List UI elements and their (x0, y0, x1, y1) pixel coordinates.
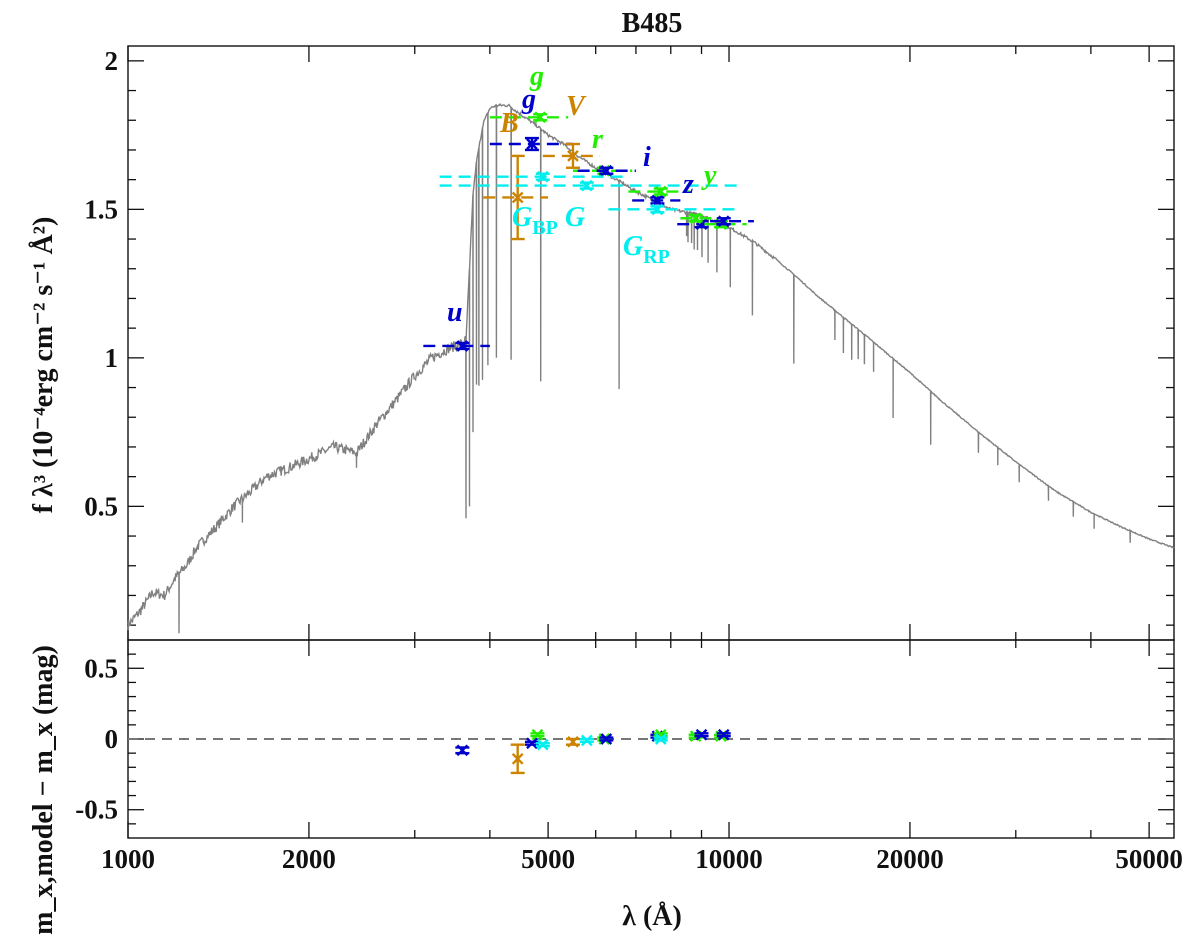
spectrum-y-tick-label: 2 (105, 46, 119, 76)
band-label: z (682, 169, 694, 200)
x-tick-label: 10000 (695, 844, 763, 874)
residual-point (511, 752, 524, 765)
spectrum-y-tick-label: 1 (105, 343, 119, 373)
residual-point (536, 738, 549, 751)
band-label: V (566, 91, 587, 122)
x-tick-label: 20000 (876, 844, 944, 874)
spectrum-y-tick-label: 0.5 (84, 491, 118, 521)
x-tick-label: 50000 (1115, 844, 1183, 874)
photometry-point (651, 203, 664, 216)
band-label: i (643, 142, 651, 173)
band-label: g (529, 61, 544, 92)
band-label: B (499, 108, 519, 139)
residual-y-tick-label: 0 (105, 724, 119, 754)
bottom-y-axis-title: m_x,model − m_x (mag) (28, 645, 59, 935)
band-label: GRP (623, 231, 670, 268)
residual-point (654, 733, 667, 745)
band-label: u (447, 297, 463, 328)
photometry-point (717, 215, 730, 228)
photometry-point (511, 191, 524, 204)
band-label: g (521, 84, 536, 115)
band-label: r (592, 124, 604, 155)
model-spectrum-line (127, 102, 1175, 634)
photometry-point (526, 138, 538, 150)
x-tick-label: 2000 (282, 844, 336, 874)
photometry-point (580, 179, 593, 192)
chart-title: B485 (622, 8, 683, 39)
photometry-point (456, 340, 469, 352)
band-label-subscript: BP (532, 217, 558, 239)
photometry-point (600, 164, 613, 177)
photometry-point (534, 111, 546, 124)
band-label-subscript: RP (643, 246, 670, 268)
residual-y-tick-label: 0.5 (84, 653, 118, 683)
residual-point (598, 733, 611, 745)
residual-point (695, 728, 708, 741)
photometry-point (689, 212, 702, 225)
x-axis-title: λ (Å) (622, 901, 682, 932)
x-tick-label: 5000 (521, 844, 575, 874)
residual-panel: 1000 2000 5000 10000 20000 50000 -0.5 0 0.5 (75, 639, 1183, 874)
spectrum-y-tick-label: 1.5 (84, 194, 118, 224)
band-label: G (565, 202, 585, 233)
residual-point (567, 735, 579, 748)
photometry-point (536, 170, 549, 183)
residual-point (526, 737, 538, 750)
x-tick-label: 1000 (101, 844, 155, 874)
photometry-point (651, 194, 664, 207)
residual-point (531, 728, 544, 741)
residual-point (580, 734, 593, 747)
residual-point (456, 744, 469, 757)
residual-point (717, 728, 730, 741)
spectrum-plot-frame (127, 45, 1175, 641)
top-y-axis-title: f λ³ (10⁻⁴erg cm⁻² s⁻¹ Å²) (28, 217, 59, 514)
photometry-point (654, 185, 667, 198)
photometry-point (567, 150, 579, 162)
residual-point (600, 733, 613, 745)
residual-y-tick-label: -0.5 (75, 795, 118, 825)
band-label: y (701, 160, 717, 191)
